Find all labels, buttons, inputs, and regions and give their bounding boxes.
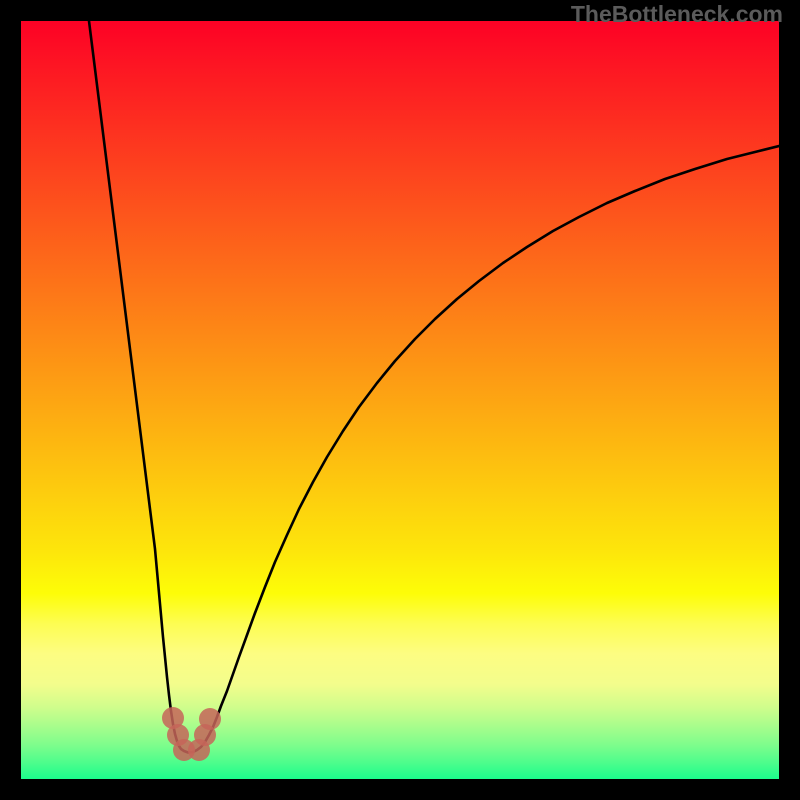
bottleneck-curve (89, 21, 779, 753)
curve-layer (21, 21, 779, 779)
watermark-text: TheBottleneck.com (571, 1, 783, 28)
chart-canvas: TheBottleneck.com (0, 0, 800, 800)
plot-area (21, 21, 779, 779)
data-marker (199, 708, 221, 730)
